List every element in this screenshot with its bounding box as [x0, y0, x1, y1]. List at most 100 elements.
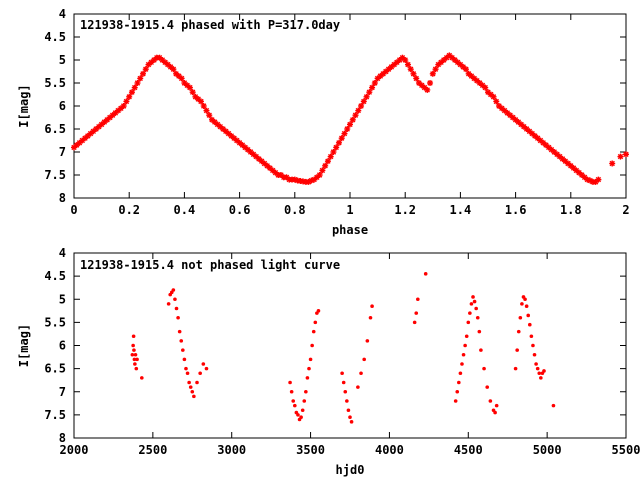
data-point: [370, 304, 374, 308]
data-point: [304, 389, 308, 394]
plot-frame: [73, 13, 627, 199]
y-tick-label: 4.5: [44, 269, 66, 283]
data-point: [356, 385, 360, 389]
data-point: [192, 394, 196, 399]
data-point: [475, 315, 480, 320]
data-point: [134, 366, 139, 371]
data-point: [340, 371, 344, 376]
data-point: [534, 362, 538, 366]
data-point: [551, 403, 556, 408]
data-point: [190, 389, 195, 394]
data-point: [299, 415, 303, 419]
data-point: [345, 399, 349, 403]
data-point: [461, 352, 466, 357]
data-point: [412, 320, 417, 325]
data-point: [181, 348, 185, 352]
unphased-light-curve-plot: 2000 2500 3000 3500 4000 4500 5000 5500 4 4.5 5 5.5…: [17, 246, 640, 477]
data-point: [201, 362, 206, 366]
x-tick-label: 0.6: [229, 203, 251, 217]
x-tick-label: 1.8: [560, 203, 582, 217]
data-point: [466, 320, 471, 325]
data-point: [622, 150, 630, 159]
y-tick-label: 6: [59, 99, 66, 113]
data-point: [414, 311, 419, 315]
data-point: [479, 348, 483, 352]
x-tick-label: 2: [622, 203, 629, 217]
data-point: [526, 313, 531, 318]
data-point: [133, 362, 137, 366]
data-point: [537, 371, 542, 376]
x-tick-label: 2000: [60, 443, 89, 457]
data-point: [515, 348, 519, 352]
data-point: [513, 366, 518, 371]
data-point: [185, 371, 190, 376]
x-tick-label: 1.4: [450, 203, 472, 217]
data-point: [423, 86, 431, 94]
data-point: [346, 408, 351, 413]
data-point: [458, 371, 463, 376]
data-point: [468, 311, 472, 315]
data-point: [293, 403, 297, 408]
data-point: [307, 366, 311, 371]
data-point: [182, 357, 187, 362]
x-tick-label: 5500: [612, 443, 640, 457]
data-point: [305, 376, 310, 380]
y-tick-label: 5: [59, 292, 66, 306]
data-point: [524, 304, 529, 308]
data-point: [457, 380, 461, 385]
data-point: [195, 380, 199, 385]
data-point: [131, 334, 136, 339]
data-point: [455, 389, 460, 394]
data-point: [300, 408, 305, 413]
x-tick-label: 0: [70, 203, 77, 217]
data-point: [426, 79, 434, 87]
data-point: [531, 343, 535, 348]
data-point: [348, 415, 352, 419]
phased-light-curve-plot: 0 0.2 0.4 0.6 0.8 1 1.2 1.4 1.6 1.8 2 4 4.5 5 5.5 6 6.5 7…: [17, 7, 630, 237]
y-axis-label: I[mag]: [17, 84, 31, 127]
x-tick-label: 0.8: [284, 203, 306, 217]
y-tick-label: 6.5: [44, 362, 66, 376]
data-point: [474, 306, 478, 311]
data-point: [198, 371, 202, 376]
y-tick-label: 7: [59, 145, 66, 159]
data-point: [482, 366, 486, 371]
y-tick-label: 6: [59, 339, 66, 353]
y-tick-label: 8: [59, 191, 66, 205]
y-tick-label: 4: [59, 246, 66, 260]
data-point: [527, 322, 532, 327]
y-tick-label: 4: [59, 7, 66, 21]
data-point: [423, 272, 428, 276]
x-axis-label: hjd0: [336, 463, 365, 477]
x-tick-label: 5000: [533, 443, 562, 457]
data-point: [485, 385, 490, 389]
data-point: [463, 343, 467, 348]
data-point: [477, 329, 482, 334]
data-point: [359, 371, 363, 376]
data-point: [311, 329, 316, 334]
data-point: [493, 410, 497, 415]
x-axis-label: phase: [332, 223, 368, 237]
y-tick-label: 7: [59, 385, 66, 399]
data-point: [542, 369, 546, 373]
data-point: [494, 403, 499, 408]
y-tick-label: 8: [59, 431, 66, 445]
y-tick-label: 4.5: [44, 30, 66, 44]
data-point: [608, 159, 616, 168]
data-point: [469, 302, 474, 306]
data-point: [171, 288, 176, 292]
data-point: [130, 352, 135, 357]
y-tick-label: 7.5: [44, 168, 66, 182]
data-point: [516, 329, 521, 334]
x-tick-label: 1: [346, 203, 353, 217]
data-point: [184, 366, 188, 371]
x-tick-label: 0.2: [118, 203, 140, 217]
x-tick-label: 2500: [138, 443, 167, 457]
x-tick-label: 4500: [454, 443, 483, 457]
data-point: [176, 315, 180, 320]
y-tick-label: 5: [59, 53, 66, 67]
data-point: [368, 315, 373, 320]
data-point: [316, 309, 321, 313]
